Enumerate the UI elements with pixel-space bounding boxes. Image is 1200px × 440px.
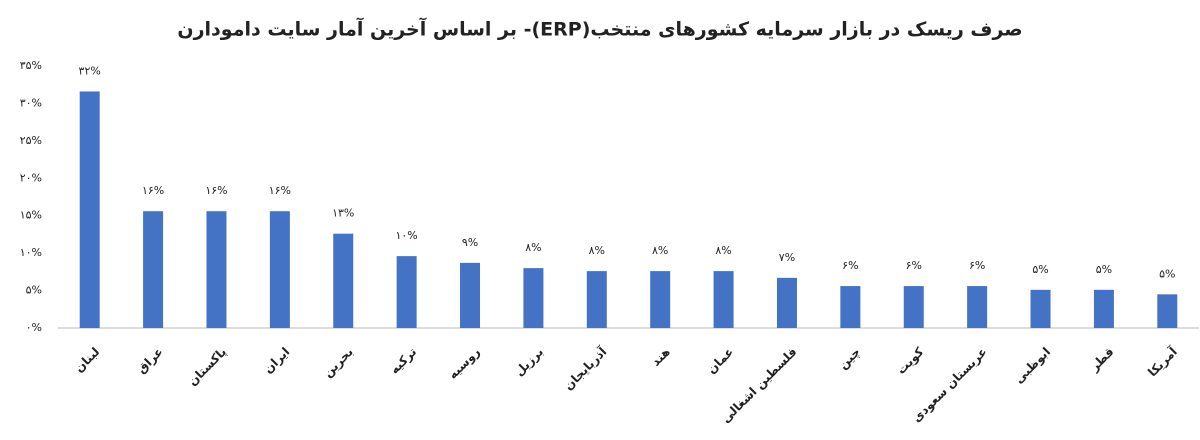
value-label: ۱۶%: [142, 184, 164, 197]
x-tick-label: هند: [649, 345, 673, 369]
x-tick-label: عراق: [134, 345, 165, 376]
y-tick-label: ۱۵%: [20, 209, 42, 222]
chart-title: صرف ریسک در بازار سرمایه کشورهای منتخب(E…: [177, 17, 1022, 41]
bar: [586, 271, 607, 328]
y-tick-label: ۰%: [26, 321, 42, 334]
x-tick-label: روسیه: [446, 345, 484, 383]
value-label: ۱۶%: [205, 184, 227, 197]
bar: [776, 277, 797, 328]
bar: [1157, 294, 1178, 328]
value-label: ۹%: [462, 236, 478, 249]
value-label: ۸%: [652, 244, 668, 257]
bar: [523, 268, 544, 328]
x-tick-label: کویت: [894, 345, 927, 378]
bar: [79, 91, 100, 328]
value-label: ۶%: [969, 259, 985, 272]
value-label: ۱۰%: [395, 229, 417, 242]
value-label: ۸%: [715, 244, 731, 257]
bar: [269, 211, 290, 328]
value-label: ۶%: [906, 259, 922, 272]
bar: [1093, 289, 1114, 328]
x-tick-label: ترکیه: [387, 345, 419, 377]
value-label: ۵%: [1096, 263, 1112, 276]
x-tick-label: ابوظبی: [1012, 345, 1054, 387]
value-label: ۵%: [1159, 267, 1175, 280]
value-label: ۱۳%: [332, 207, 354, 220]
x-tick-label: آذربایجان: [561, 343, 610, 392]
value-label: ۸%: [589, 244, 605, 257]
bar: [460, 262, 481, 328]
x-tick-label: لبنان: [72, 345, 102, 375]
bar: [396, 256, 417, 328]
value-label: ۵%: [1032, 263, 1048, 276]
bar: [143, 211, 164, 328]
bar: [333, 233, 354, 328]
x-tick-label: بحرین: [321, 345, 356, 380]
x-tick-label: عمان: [704, 345, 736, 377]
bar: [650, 271, 671, 328]
bar: [903, 286, 924, 328]
bar: [206, 211, 227, 328]
value-label: ۸%: [525, 241, 541, 254]
value-label: ۳۲%: [79, 64, 101, 77]
value-label: ۶%: [842, 259, 858, 272]
y-tick-label: ۱۰%: [20, 246, 42, 259]
x-tick-label: ایران: [261, 345, 292, 376]
bar: [967, 286, 988, 328]
y-tick-label: ۳۵%: [20, 59, 42, 72]
x-tick-label: برزیل: [512, 345, 546, 379]
x-tick-label: چین: [836, 345, 863, 372]
bar: [713, 271, 734, 328]
bar: [1030, 289, 1051, 328]
value-label: ۷%: [779, 251, 795, 264]
y-tick-label: ۵%: [26, 284, 42, 297]
bar: [840, 286, 861, 328]
y-tick-label: ۲۵%: [20, 134, 42, 147]
y-tick-label: ۳۰%: [20, 96, 42, 109]
x-tick-label: پاکستان: [185, 345, 229, 389]
x-tick-label: آمریکا: [1145, 343, 1181, 379]
y-tick-label: ۲۰%: [20, 171, 42, 184]
value-label: ۱۶%: [269, 184, 291, 197]
x-tick-label: قطر: [1087, 345, 1117, 375]
